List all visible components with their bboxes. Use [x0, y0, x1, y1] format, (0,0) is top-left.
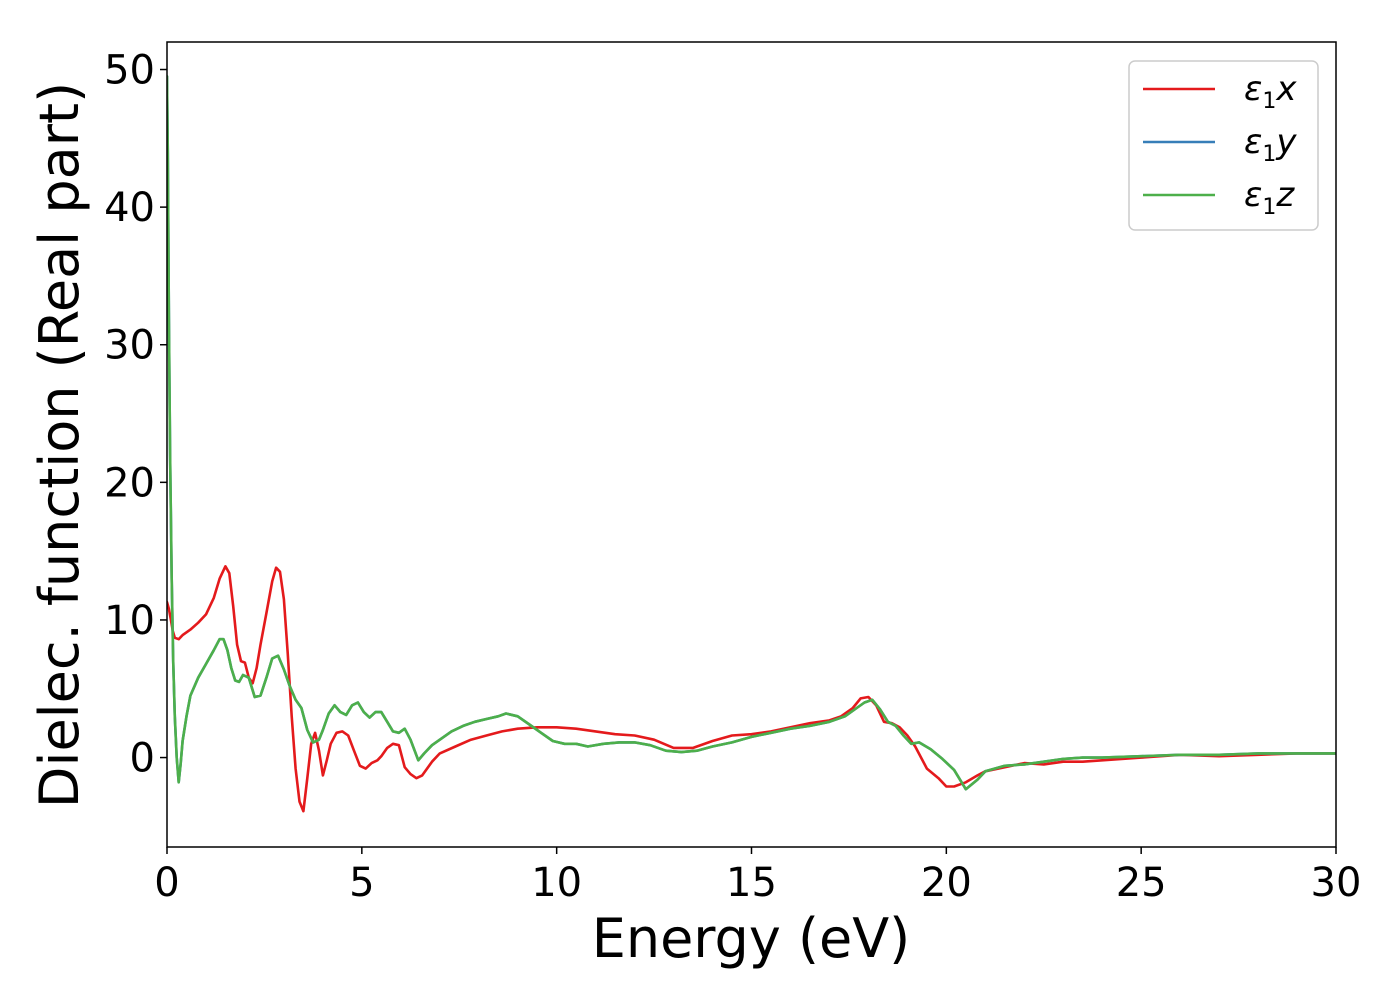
x-tick-label: 25	[1116, 860, 1167, 906]
y-tick-label: 0	[130, 736, 155, 782]
legend-label-x: ε1x	[1244, 69, 1297, 114]
legend: ε1x ε1y ε1z	[1128, 60, 1319, 231]
x-tick-label: 10	[531, 860, 582, 906]
x-tick-label: 20	[921, 860, 972, 906]
legend-label-y: ε1y	[1244, 122, 1297, 167]
y-tick-label: 10	[104, 598, 155, 644]
x-axis-ticks: 0 5 10 15 20 25 30	[154, 847, 1361, 906]
y-axis-ticks: 0 10 20 30 40 50	[104, 48, 167, 782]
y-tick-label: 50	[104, 48, 155, 94]
series-line-z	[167, 75, 1336, 791]
x-axis-label: Energy (eV)	[592, 907, 911, 970]
x-tick-label: 5	[349, 860, 374, 906]
x-tick-label: 30	[1311, 860, 1362, 906]
legend-box	[1128, 60, 1319, 231]
y-tick-label: 30	[104, 323, 155, 369]
y-tick-label: 20	[104, 460, 155, 506]
x-tick-label: 15	[726, 860, 777, 906]
x-tick-label: 0	[154, 860, 179, 906]
y-tick-label: 40	[104, 185, 155, 231]
y-axis-label: Dielec. function (Real part)	[28, 82, 91, 808]
series-line-x	[167, 564, 1336, 813]
series-layer	[167, 75, 1336, 813]
legend-label-z: ε1z	[1244, 175, 1295, 220]
